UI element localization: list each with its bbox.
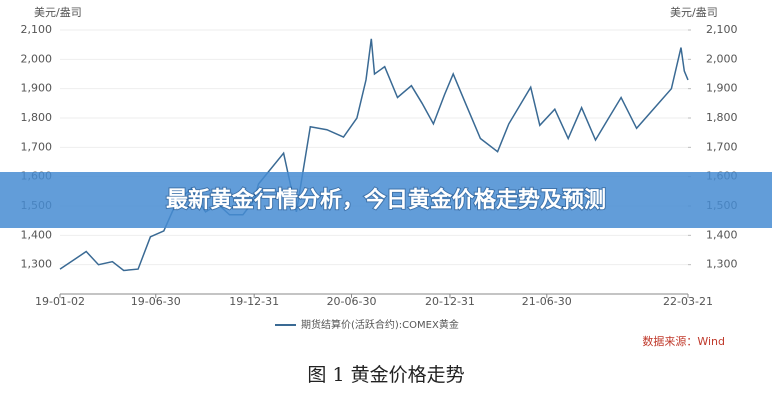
y-tick-label: 1,900 xyxy=(21,82,53,95)
y2-tick-label: 1,300 xyxy=(706,258,738,271)
y-tick-label: 1,400 xyxy=(21,228,53,241)
x-tick-label: 19-01-02 xyxy=(35,295,85,308)
y2-axis-label: 美元/盎司 xyxy=(670,5,718,19)
banner-text: 最新黄金行情分析，今日黄金价格走势及预测 xyxy=(166,187,606,213)
y-axis-label: 美元/盎司 xyxy=(34,5,82,19)
y2-tick-label: 1,700 xyxy=(706,140,738,153)
x-tick-label: 19-06-30 xyxy=(131,295,181,308)
x-tick-label: 21-06-30 xyxy=(522,295,572,308)
x-tick-label: 19-12-31 xyxy=(229,295,279,308)
y-tick-label: 1,700 xyxy=(21,140,53,153)
y-tick-label: 2,000 xyxy=(21,52,53,65)
y2-tick-label: 1,900 xyxy=(706,82,738,95)
source: 数据来源：Wind xyxy=(642,334,725,348)
y2-tick-label: 1,800 xyxy=(706,111,738,124)
x-tick-label: 20-06-30 xyxy=(327,295,377,308)
x-tick-label: 20-12-31 xyxy=(425,295,475,308)
y2-tick-label: 2,100 xyxy=(706,23,738,36)
y2-tick-label: 1,400 xyxy=(706,228,738,241)
y-tick-label: 2,100 xyxy=(21,23,53,36)
y-tick-label: 1,800 xyxy=(21,111,53,124)
banner xyxy=(0,172,772,228)
y2-tick-label: 2,000 xyxy=(706,52,738,65)
legend-label: 期货结算价(活跃合约):COMEX黄金 xyxy=(301,318,459,331)
caption: 图 1 黄金价格走势 xyxy=(307,364,464,386)
y-tick-label: 1,300 xyxy=(21,258,53,271)
x-tick-label: 22-03-21 xyxy=(663,295,713,308)
